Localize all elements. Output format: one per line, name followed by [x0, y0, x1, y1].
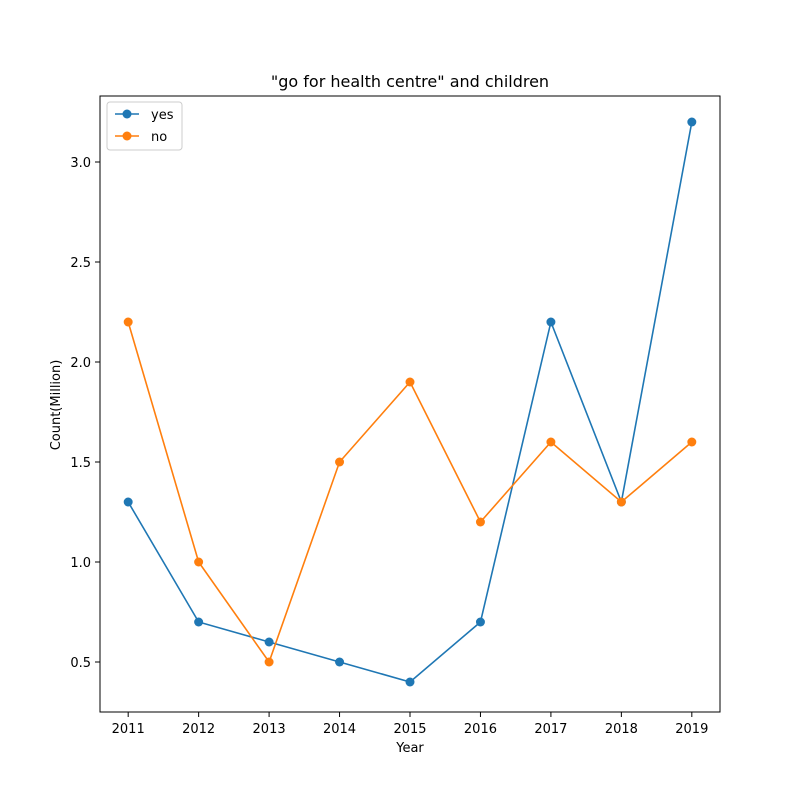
- data-point-yes: [264, 637, 274, 647]
- y-axis-ticks: 0.5 1.0 1.5 2.0 2.5 3.0: [70, 156, 100, 671]
- data-point-no: [405, 377, 415, 387]
- data-point-yes: [123, 497, 133, 507]
- legend-label: yes: [151, 108, 174, 123]
- y-axis-label: Count(Million): [49, 360, 64, 451]
- series-line-no: [127, 321, 693, 664]
- data-point-no: [687, 437, 697, 447]
- series-layer: [123, 117, 697, 687]
- y-tick-label: 2.5: [70, 256, 91, 271]
- data-point-yes: [475, 617, 485, 627]
- data-point-no: [335, 457, 345, 467]
- legend-marker-icon: [122, 109, 132, 119]
- x-tick-label: 2015: [393, 722, 426, 737]
- x-tick-label: 2018: [605, 722, 638, 737]
- legend-item-no: no: [115, 130, 167, 145]
- data-point-no: [194, 557, 204, 567]
- series-no: [123, 317, 697, 667]
- x-tick-label: 2012: [182, 722, 215, 737]
- data-point-no: [264, 657, 274, 667]
- x-tick-label: 2017: [534, 722, 567, 737]
- data-point-yes: [687, 117, 697, 127]
- y-tick-label: 3.0: [70, 156, 91, 171]
- legend-item-yes: yes: [115, 108, 174, 123]
- y-tick-label: 1.5: [70, 456, 91, 471]
- data-point-yes: [194, 617, 204, 627]
- data-point-yes: [546, 317, 556, 327]
- data-point-no: [123, 317, 133, 327]
- legend-marker-icon: [122, 131, 132, 141]
- x-tick-label: 2019: [675, 722, 708, 737]
- chart-title: "go for health centre" and children: [271, 72, 549, 91]
- x-axis-label: Year: [395, 741, 424, 756]
- data-point-no: [475, 517, 485, 527]
- x-tick-label: 2016: [464, 722, 497, 737]
- x-tick-label: 2011: [112, 722, 145, 737]
- data-point-yes: [405, 677, 415, 687]
- data-point-yes: [335, 657, 345, 667]
- x-tick-label: 2013: [253, 722, 286, 737]
- series-line-yes: [127, 121, 693, 683]
- y-tick-label: 2.0: [70, 356, 91, 371]
- legend-label: no: [151, 130, 167, 145]
- series-yes: [123, 117, 697, 687]
- data-point-no: [616, 497, 626, 507]
- plot-frame: [99, 95, 721, 713]
- legend: yes no: [106, 101, 183, 151]
- x-tick-label: 2014: [323, 722, 356, 737]
- y-tick-label: 1.0: [70, 556, 91, 571]
- y-tick-label: 0.5: [70, 656, 91, 671]
- data-point-no: [546, 437, 556, 447]
- x-axis-ticks: 2011 2012 2013 2014 2015 2016 2017 2018 2019: [112, 712, 708, 737]
